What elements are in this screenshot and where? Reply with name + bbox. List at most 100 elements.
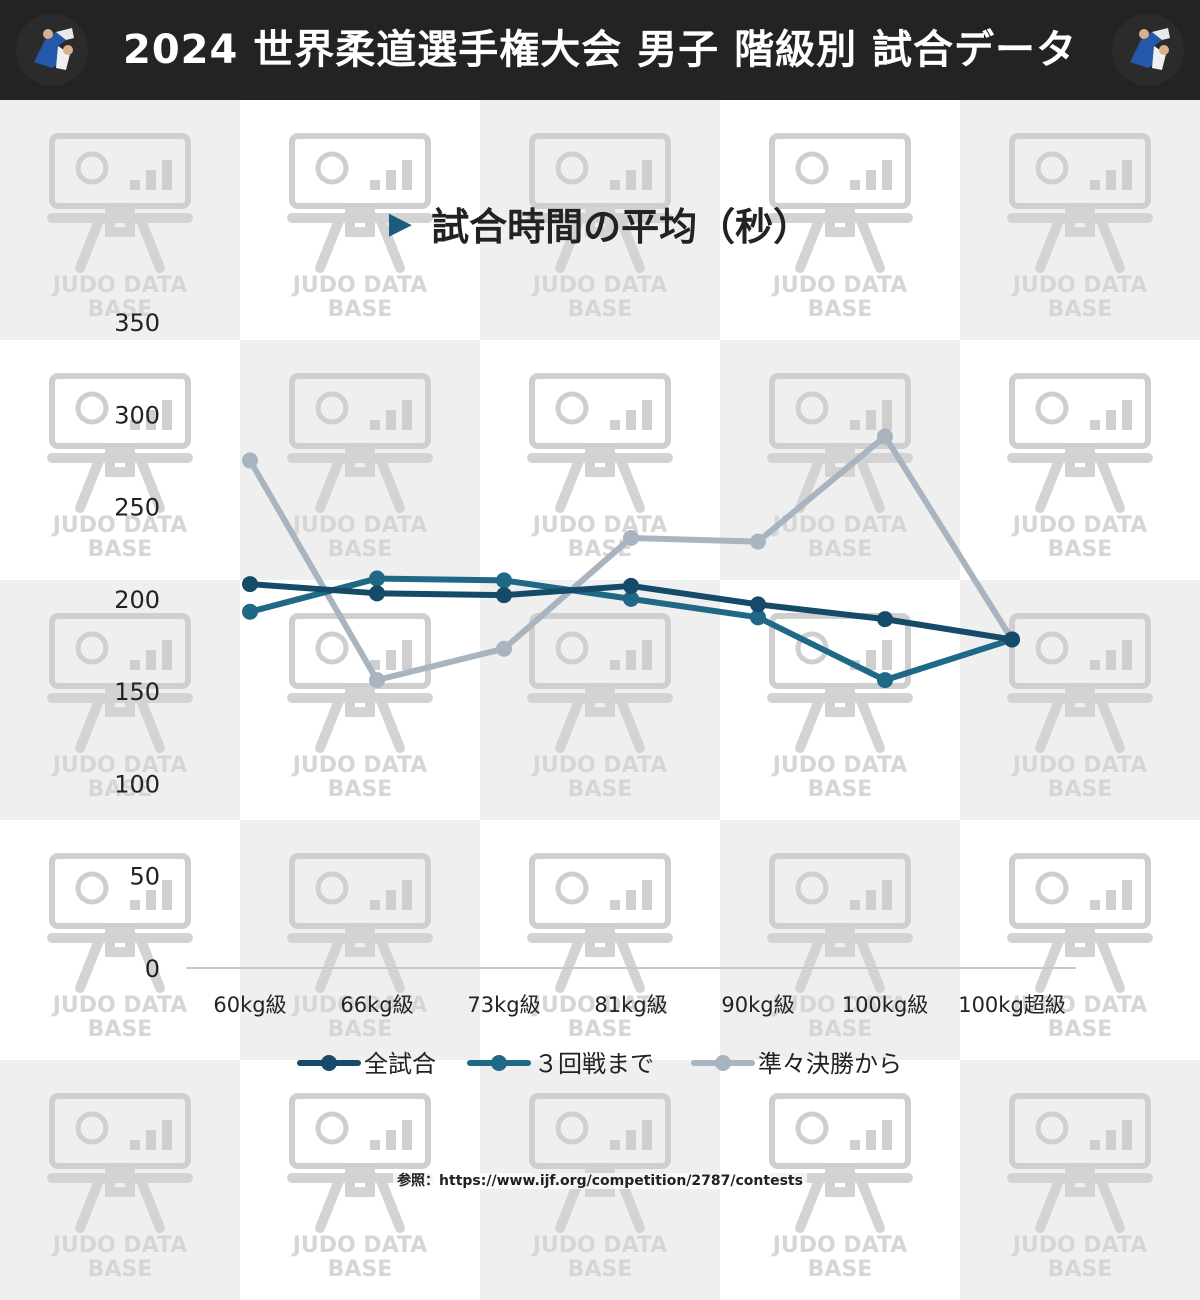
background-cell: JUDO DATA BASE xyxy=(0,580,240,820)
watermark-line1: JUDO DATA xyxy=(531,273,668,298)
legend-label: 準々決勝から xyxy=(758,1050,902,1078)
background-cell: JUDO DATA BASE xyxy=(0,820,240,1060)
watermark-line2: BASE xyxy=(808,1257,873,1282)
legend-item: 準々決勝から xyxy=(691,1050,902,1078)
watermark-line1: JUDO DATA xyxy=(51,513,188,538)
watermark-line2: BASE xyxy=(1048,297,1113,322)
watermark-line2: BASE xyxy=(808,777,873,802)
data-point xyxy=(877,428,893,445)
watermark-line1: JUDO DATA xyxy=(51,1233,188,1258)
watermark-line1: JUDO DATA xyxy=(531,513,668,538)
background-cell: JUDO DATA BASE xyxy=(480,820,720,1060)
y-tick-label: 150 xyxy=(114,678,160,706)
series-0 xyxy=(242,576,1020,648)
judo-player-logo-icon xyxy=(1112,14,1184,86)
background-cell: JUDO DATA BASE xyxy=(240,100,480,340)
watermark-line1: JUDO DATA xyxy=(771,993,908,1018)
watermark-line1: JUDO DATA xyxy=(51,753,188,778)
background-cell: JUDO DATA BASE xyxy=(720,820,960,1060)
chart-title-text: 試合時間の平均（秒） xyxy=(431,205,812,249)
watermark-line1: JUDO DATA xyxy=(1011,513,1148,538)
watermark-line1: JUDO DATA xyxy=(531,753,668,778)
legend-marker xyxy=(321,1055,337,1071)
y-tick-label: 0 xyxy=(145,955,160,983)
watermark-line2: BASE xyxy=(808,1017,873,1042)
legend-label: ３回戦まで xyxy=(534,1050,654,1078)
y-tick-label: 300 xyxy=(114,401,160,429)
legend-marker xyxy=(715,1055,731,1071)
watermark-line2: BASE xyxy=(328,1017,393,1042)
x-tick-label: 90kg級 xyxy=(721,993,794,1017)
legend-label: 全試合 xyxy=(364,1050,436,1078)
watermark-line2: BASE xyxy=(808,537,873,562)
legend-item: ３回戦まで xyxy=(467,1050,654,1078)
background-cell: JUDO DATA BASE xyxy=(480,580,720,820)
data-point xyxy=(242,576,258,593)
data-point xyxy=(750,596,766,613)
judo-player-logo-icon xyxy=(16,14,88,86)
watermark-line2: BASE xyxy=(328,1257,393,1282)
x-tick-label: 100kg級 xyxy=(842,993,929,1017)
data-point xyxy=(750,533,766,550)
watermark-line2: BASE xyxy=(808,297,873,322)
data-point xyxy=(496,587,512,604)
watermark-line1: JUDO DATA xyxy=(771,273,908,298)
watermark-line1: JUDO DATA xyxy=(51,993,188,1018)
x-tick-label: 73kg級 xyxy=(467,993,540,1017)
watermark-line1: JUDO DATA xyxy=(291,993,428,1018)
chart-title: ▶ 試合時間の平均（秒） xyxy=(0,196,1200,249)
play-triangle-icon: ▶ xyxy=(388,206,412,241)
background-cell: JUDO DATA BASE xyxy=(960,340,1200,580)
watermark-line2: BASE xyxy=(568,1257,633,1282)
watermark-line1: JUDO DATA xyxy=(291,513,428,538)
page-title: 2024 世界柔道選手権大会 男子 階級別 試合データ xyxy=(122,27,1078,73)
data-point xyxy=(369,672,385,689)
watermark-line2: BASE xyxy=(568,297,633,322)
data-point xyxy=(496,640,512,657)
watermark-line1: JUDO DATA xyxy=(531,1233,668,1258)
watermark-line2: BASE xyxy=(88,537,153,562)
watermark-line1: JUDO DATA xyxy=(771,753,908,778)
data-point xyxy=(750,609,766,626)
watermark-line1: JUDO DATA xyxy=(1011,273,1148,298)
data-point xyxy=(877,611,893,628)
background-cell: JUDO DATA BASE xyxy=(960,820,1200,1060)
line-chart: 0 50 100 150 200 250 300 350 60kg級 66kg級 73kg級 81kg… xyxy=(114,309,1076,1078)
data-point xyxy=(369,570,385,587)
data-point xyxy=(623,529,639,546)
header-bar: 2024 世界柔道選手権大会 男子 階級別 試合データ xyxy=(0,0,1200,100)
y-tick-label: 100 xyxy=(114,770,160,798)
background-cell: JUDO DATA BASE xyxy=(0,340,240,580)
watermark-line1: JUDO DATA xyxy=(291,1233,428,1258)
watermark-line2: BASE xyxy=(568,1017,633,1042)
data-point xyxy=(242,603,258,620)
background-cell: JUDO DATA BASE xyxy=(240,580,480,820)
data-point xyxy=(1004,631,1020,648)
reference-footer: 参照：https://www.ijf.org/competition/2787/… xyxy=(0,1170,1200,1194)
watermark-line2: BASE xyxy=(1048,537,1113,562)
watermark-line1: JUDO DATA xyxy=(1011,1233,1148,1258)
background-cell: JUDO DATA BASE xyxy=(240,340,480,580)
watermark-line2: BASE xyxy=(328,537,393,562)
data-point xyxy=(242,452,258,469)
legend-item: 全試合 xyxy=(297,1050,436,1078)
watermark-line2: BASE xyxy=(568,777,633,802)
watermark-line1: JUDO DATA xyxy=(771,1233,908,1258)
background-cell: JUDO DATA BASE xyxy=(480,100,720,340)
watermark-line1: JUDO DATA xyxy=(1011,993,1148,1018)
watermark-line2: BASE xyxy=(88,777,153,802)
